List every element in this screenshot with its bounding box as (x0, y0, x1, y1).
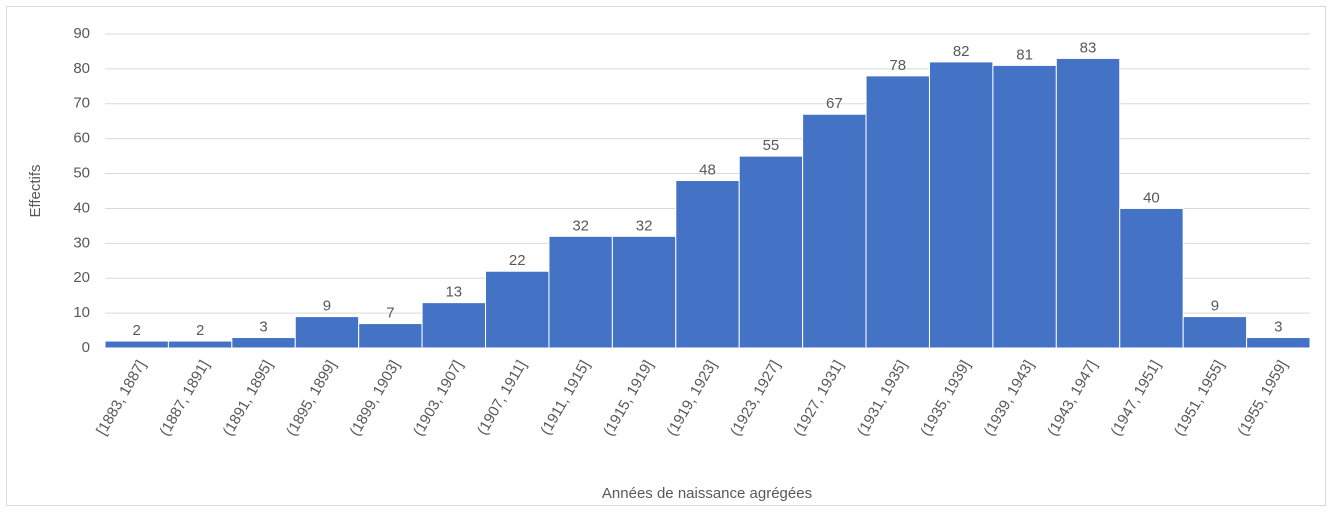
y-tick-label: 50 (73, 165, 90, 182)
data-label: 81 (1016, 46, 1033, 63)
bar (104, 340, 169, 349)
y-tick-label: 70 (73, 95, 90, 112)
data-label: 2 (133, 322, 141, 339)
data-label: 67 (826, 95, 843, 112)
y-tick-label: 30 (73, 234, 90, 251)
data-label: 7 (386, 305, 394, 322)
y-tick-label: 40 (73, 199, 90, 216)
y-tick-label: 20 (73, 269, 90, 286)
y-tick-label: 80 (73, 60, 90, 77)
data-label: 22 (509, 252, 526, 269)
data-label: 32 (572, 217, 589, 234)
bar (167, 340, 233, 349)
data-label: 13 (445, 284, 462, 301)
bar (231, 337, 296, 349)
data-label: 55 (763, 137, 780, 154)
bar (358, 323, 423, 349)
data-label: 2 (196, 322, 204, 339)
data-label: 9 (323, 298, 331, 315)
bar (485, 270, 550, 349)
bar (294, 316, 360, 349)
data-label: 78 (889, 57, 906, 74)
data-label: 3 (259, 319, 267, 336)
y-axis-label: Effectifs (27, 164, 44, 217)
x-axis-label: Années de naissance agrégées (602, 485, 812, 502)
bar (928, 61, 994, 349)
bar (992, 64, 1057, 349)
bar (1246, 337, 1311, 349)
data-label: 9 (1211, 298, 1219, 315)
y-tick-label: 10 (73, 304, 90, 321)
data-label: 40 (1143, 189, 1160, 206)
bar (1119, 207, 1184, 349)
bar (548, 235, 613, 349)
data-label: 83 (1080, 39, 1097, 56)
data-label: 3 (1274, 319, 1282, 336)
bar (611, 235, 677, 349)
bar (421, 302, 487, 349)
y-tick-label: 0 (82, 339, 90, 356)
bar (865, 75, 930, 349)
data-label: 48 (699, 162, 716, 179)
bar (675, 180, 740, 349)
bar (1055, 57, 1121, 349)
bar (1182, 316, 1248, 349)
y-tick-label: 90 (73, 25, 90, 42)
data-label: 82 (953, 43, 970, 60)
data-label: 32 (636, 217, 653, 234)
bar (738, 155, 804, 349)
y-tick-label: 60 (73, 130, 90, 147)
bar (802, 113, 867, 349)
